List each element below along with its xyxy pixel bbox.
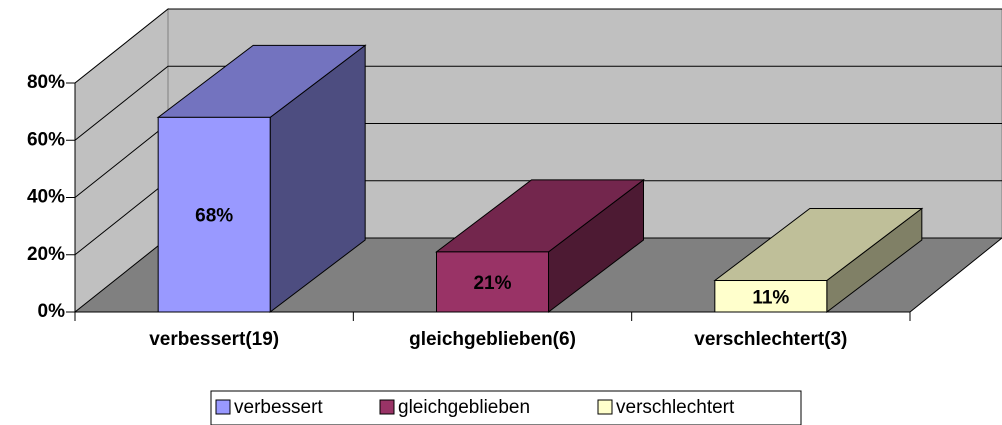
y-tick-label: 40%	[27, 187, 65, 208]
x-tick-label: verbessert(19)	[149, 329, 279, 350]
legend-label: verschlechtert	[616, 397, 735, 418]
legend-label: verbessert	[234, 397, 323, 418]
bar	[714, 280, 828, 313]
legend-label: gleichgeblieben	[398, 397, 530, 418]
value-label: 21%	[473, 273, 511, 294]
legend	[210, 390, 802, 425]
x-tick-label: gleichgeblieben(6)	[409, 329, 576, 350]
legend-swatch	[597, 399, 613, 415]
legend-swatch	[379, 399, 395, 415]
value-label: 11%	[752, 287, 789, 308]
y-tick-label: 20%	[27, 244, 65, 265]
y-tick-label: 0%	[38, 301, 66, 322]
bar	[157, 116, 271, 313]
legend-swatch	[215, 399, 231, 415]
bar	[436, 251, 549, 313]
y-tick-label: 60%	[27, 129, 65, 150]
x-tick-label: verschlechtert(3)	[694, 329, 847, 350]
value-label: 68%	[195, 206, 233, 227]
y-tick-label: 80%	[27, 72, 65, 93]
grid-line	[74, 65, 1002, 141]
grid-line	[74, 8, 1002, 84]
